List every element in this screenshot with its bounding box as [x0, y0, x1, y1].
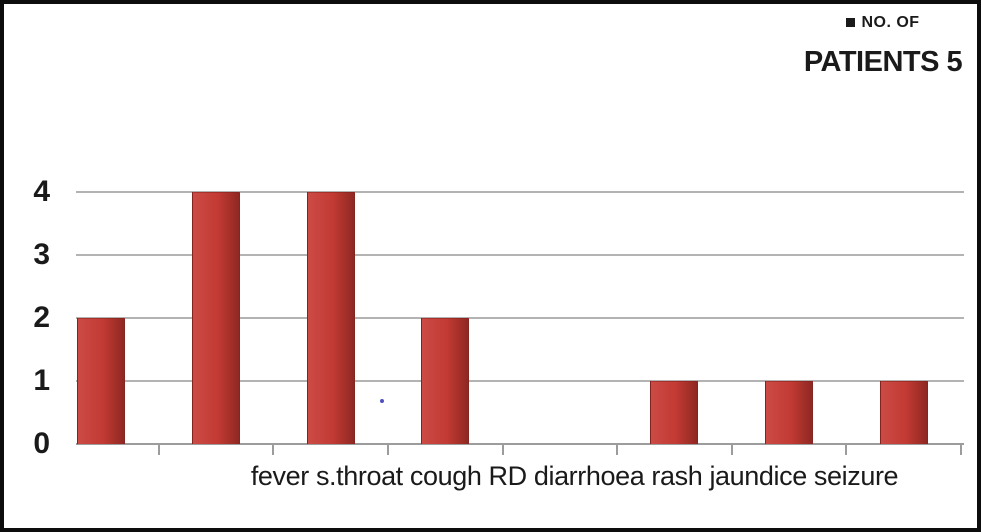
x-axis-tick — [502, 443, 504, 455]
legend-entry: NO. OF — [803, 14, 963, 32]
bar-rash — [650, 381, 698, 444]
legend-label-line2: PATIENTS 5 — [803, 46, 963, 78]
bar-jaundice — [765, 381, 813, 444]
legend: NO. OF PATIENTS 5 — [803, 14, 963, 79]
gridline — [76, 254, 964, 256]
x-axis-tick — [731, 443, 733, 455]
bar-cough — [307, 192, 355, 444]
y-axis-tick-label: 0 — [33, 427, 50, 460]
gridline — [76, 380, 964, 382]
x-axis-tick — [158, 443, 160, 455]
x-axis-baseline — [76, 443, 964, 445]
y-axis-tick-label: 2 — [33, 301, 50, 334]
x-axis-tick — [845, 443, 847, 455]
bar-seizure — [880, 381, 928, 444]
square-bullet-icon — [846, 18, 856, 27]
bar-fever — [77, 318, 125, 444]
y-axis-tick-label: 1 — [33, 364, 50, 397]
bar-s.throat — [192, 192, 240, 444]
x-axis-tick — [616, 443, 618, 455]
stray-dot — [380, 399, 384, 403]
x-axis-tick — [272, 443, 274, 455]
legend-label-line1: NO. OF — [861, 14, 920, 31]
y-axis-tick-label: 3 — [33, 238, 50, 271]
x-axis-tick — [960, 443, 962, 455]
plot-area — [44, 191, 964, 455]
bar-RD — [421, 318, 469, 444]
y-axis-tick-label: 4 — [33, 175, 50, 208]
gridline — [76, 191, 964, 193]
x-axis-label: fever s.throat cough RD diarrhoea rash j… — [250, 461, 899, 491]
x-axis-tick — [387, 443, 389, 455]
gridline — [76, 317, 964, 319]
